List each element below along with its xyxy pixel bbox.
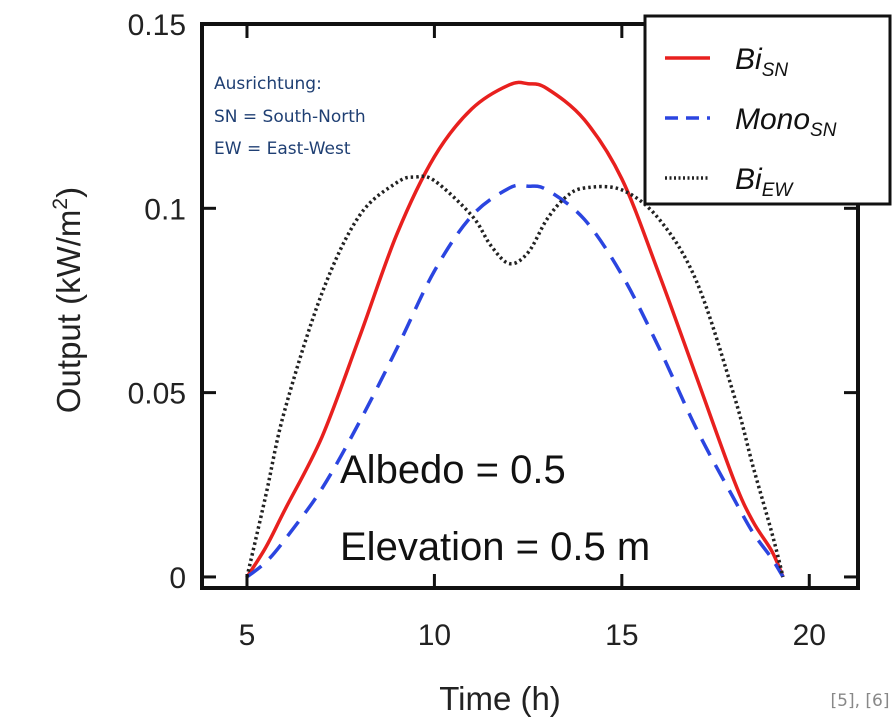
- y-tick-label-3: 0.15: [128, 9, 186, 42]
- y-tick-label-0: 0: [169, 562, 186, 595]
- legend-label-2: BiEW: [735, 163, 794, 201]
- citation: [5], [6]: [831, 691, 890, 711]
- x-tick-label-2: 15: [605, 619, 638, 652]
- x-axis-title: Time (h): [439, 680, 561, 717]
- x-tick-label-0: 5: [239, 619, 256, 652]
- note-sn: SN = South-North: [214, 107, 366, 127]
- legend: BiSN MonoSN BiEW: [643, 14, 892, 206]
- elevation-annotation: Elevation = 0.5 m: [340, 525, 650, 569]
- legend-box: [643, 14, 892, 206]
- note-ew: EW = East-West: [214, 139, 351, 159]
- plot-frame: [200, 22, 860, 590]
- series-layer: [245, 80, 785, 579]
- legend-label-1: MonoSN: [735, 103, 837, 141]
- y-axis-title: Output (kW/m2): [49, 187, 87, 413]
- y-tick-label-1: 0.05: [128, 378, 186, 411]
- x-tick-label-1: 10: [418, 619, 451, 652]
- ticks-layer: 5 10 15 20 0 0.05 0.1 0.15: [128, 9, 858, 652]
- series-line-mono-sn-1: [245, 183, 785, 579]
- legend-label-0: BiSN: [735, 43, 788, 81]
- albedo-annotation: Albedo = 0.5: [340, 448, 566, 492]
- x-tick-label-3: 20: [793, 619, 826, 652]
- y-tick-label-2: 0.1: [144, 193, 186, 226]
- note-title: Ausrichtung:: [214, 74, 322, 94]
- series-line-bi-sn-0: [245, 80, 785, 578]
- y-axis-title-sup: 2: [49, 198, 72, 210]
- y-axis-title-close: ): [50, 187, 87, 198]
- series-line-bi-ew-2: [245, 174, 785, 578]
- orientation-note: Ausrichtung: SN = South-North EW = East-…: [214, 74, 366, 159]
- y-axis-title-main: Output (kW/m: [50, 210, 87, 414]
